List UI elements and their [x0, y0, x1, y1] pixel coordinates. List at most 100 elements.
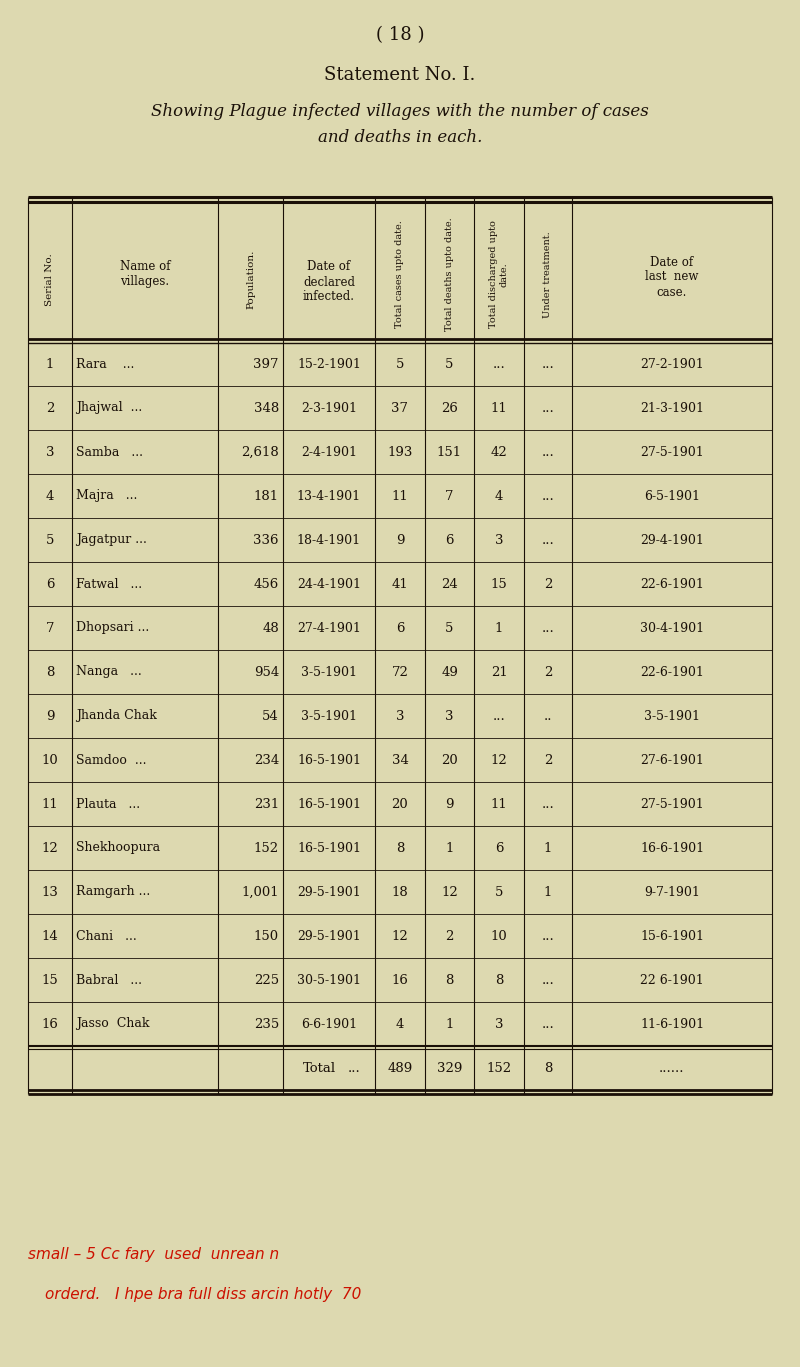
Text: 27-5-1901: 27-5-1901	[640, 446, 704, 458]
Text: 6: 6	[494, 842, 503, 854]
Text: ...: ...	[542, 973, 554, 987]
Text: 5: 5	[396, 358, 404, 370]
Text: 3: 3	[46, 446, 54, 458]
Text: ...: ...	[542, 797, 554, 811]
Text: Dhopsari ...: Dhopsari ...	[76, 622, 150, 634]
Text: 14: 14	[42, 930, 58, 942]
Text: 1: 1	[544, 842, 552, 854]
Text: Total deaths upto date.: Total deaths upto date.	[445, 217, 454, 331]
Text: 2: 2	[544, 753, 552, 767]
Text: Fatwal   ...: Fatwal ...	[76, 577, 142, 591]
Text: 8: 8	[544, 1062, 552, 1074]
Text: 234: 234	[254, 753, 279, 767]
Text: 489: 489	[387, 1062, 413, 1074]
Text: 2: 2	[544, 577, 552, 591]
Text: 9-7-1901: 9-7-1901	[644, 886, 700, 898]
Text: 12: 12	[392, 930, 408, 942]
Text: 21-3-1901: 21-3-1901	[640, 402, 704, 414]
Text: 24-4-1901: 24-4-1901	[297, 577, 361, 591]
Text: Majra   ...: Majra ...	[76, 489, 138, 503]
Text: 9: 9	[446, 797, 454, 811]
Text: ...: ...	[542, 402, 554, 414]
Text: ..: ..	[544, 709, 552, 723]
Text: 2-3-1901: 2-3-1901	[301, 402, 357, 414]
Text: 181: 181	[254, 489, 279, 503]
Text: 2: 2	[46, 402, 54, 414]
Text: 11: 11	[42, 797, 58, 811]
Text: 42: 42	[490, 446, 507, 458]
Text: 3-5-1901: 3-5-1901	[301, 666, 357, 678]
Text: 2: 2	[544, 666, 552, 678]
Text: 336: 336	[254, 533, 279, 547]
Text: 54: 54	[262, 709, 279, 723]
Text: 150: 150	[254, 930, 279, 942]
Text: Samdoo  ...: Samdoo ...	[76, 753, 146, 767]
Text: 152: 152	[486, 1062, 511, 1074]
Text: and deaths in each.: and deaths in each.	[318, 130, 482, 146]
Text: ...: ...	[542, 622, 554, 634]
Text: 1: 1	[46, 358, 54, 370]
Text: 16: 16	[42, 1017, 58, 1031]
Text: 12: 12	[490, 753, 507, 767]
Text: 6: 6	[396, 622, 404, 634]
Text: 29-4-1901: 29-4-1901	[640, 533, 704, 547]
Text: 12: 12	[42, 842, 58, 854]
Text: 193: 193	[387, 446, 413, 458]
Text: 5: 5	[446, 358, 454, 370]
Text: Jhajwal  ...: Jhajwal ...	[76, 402, 142, 414]
Text: 15-2-1901: 15-2-1901	[297, 358, 361, 370]
Text: 7: 7	[46, 622, 54, 634]
Text: ...: ...	[542, 533, 554, 547]
Text: 48: 48	[262, 622, 279, 634]
Text: 4: 4	[495, 489, 503, 503]
Text: 5: 5	[446, 622, 454, 634]
Text: 3: 3	[494, 1017, 503, 1031]
Text: 72: 72	[391, 666, 409, 678]
Text: ...: ...	[493, 358, 506, 370]
Text: 13-4-1901: 13-4-1901	[297, 489, 361, 503]
Text: Samba   ...: Samba ...	[76, 446, 143, 458]
Text: 6-5-1901: 6-5-1901	[644, 489, 700, 503]
Text: 27-4-1901: 27-4-1901	[297, 622, 361, 634]
Text: 30-4-1901: 30-4-1901	[640, 622, 704, 634]
Text: 22-6-1901: 22-6-1901	[640, 577, 704, 591]
Text: 11: 11	[392, 489, 408, 503]
Text: 3-5-1901: 3-5-1901	[644, 709, 700, 723]
Text: 12: 12	[441, 886, 458, 898]
Text: 8: 8	[46, 666, 54, 678]
Text: 6: 6	[446, 533, 454, 547]
Text: ...: ...	[542, 930, 554, 942]
Text: 397: 397	[254, 358, 279, 370]
Text: 3: 3	[446, 709, 454, 723]
Text: 2-4-1901: 2-4-1901	[301, 446, 357, 458]
Text: 15: 15	[490, 577, 507, 591]
Text: 9: 9	[396, 533, 404, 547]
Text: 456: 456	[254, 577, 279, 591]
Text: 151: 151	[437, 446, 462, 458]
Text: 21: 21	[490, 666, 507, 678]
Text: Plauta   ...: Plauta ...	[76, 797, 140, 811]
Text: 329: 329	[437, 1062, 462, 1074]
Text: 16-5-1901: 16-5-1901	[297, 842, 361, 854]
Text: 16: 16	[391, 973, 409, 987]
Text: 15-6-1901: 15-6-1901	[640, 930, 704, 942]
Text: 34: 34	[391, 753, 409, 767]
Text: orderd.   I hpe bra full diss arcin hotly  70: orderd. I hpe bra full diss arcin hotly …	[45, 1288, 362, 1303]
Text: 4: 4	[396, 1017, 404, 1031]
Text: 37: 37	[391, 402, 409, 414]
Text: 1: 1	[446, 1017, 454, 1031]
Text: 18: 18	[392, 886, 408, 898]
Text: 3: 3	[494, 533, 503, 547]
Text: 5: 5	[495, 886, 503, 898]
Text: Jagatpur ...: Jagatpur ...	[76, 533, 147, 547]
Text: 7: 7	[446, 489, 454, 503]
Text: 152: 152	[254, 842, 279, 854]
Text: Date of
declared
infected.: Date of declared infected.	[303, 261, 355, 303]
Text: 10: 10	[42, 753, 58, 767]
Text: Name of
villages.: Name of villages.	[120, 261, 170, 288]
Text: 10: 10	[490, 930, 507, 942]
Text: Nanga   ...: Nanga ...	[76, 666, 142, 678]
Text: 3-5-1901: 3-5-1901	[301, 709, 357, 723]
Text: 4: 4	[46, 489, 54, 503]
Text: 27-2-1901: 27-2-1901	[640, 358, 704, 370]
